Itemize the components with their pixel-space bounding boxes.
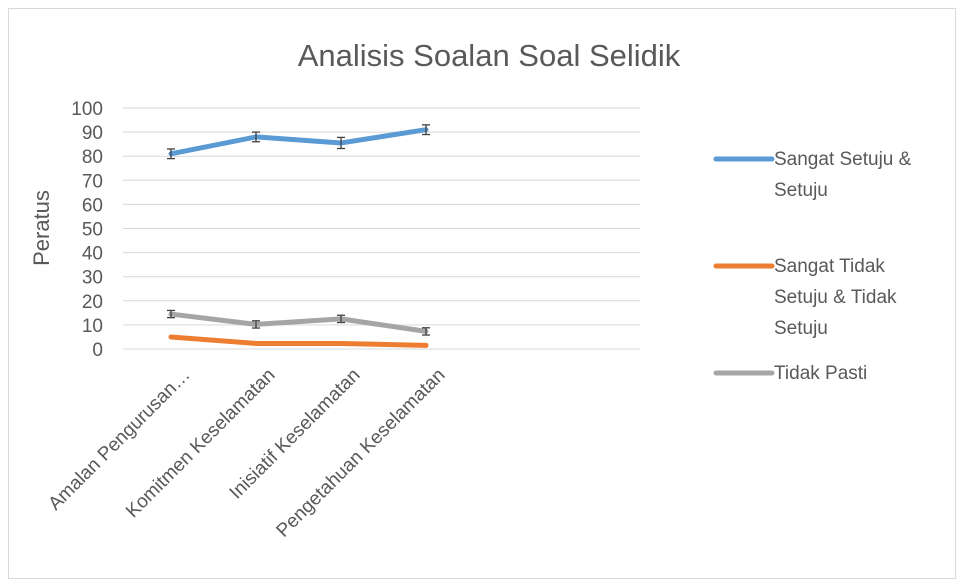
y-tick-label: 10 (82, 316, 103, 337)
legend-label: Setuju (774, 180, 828, 201)
y-tick-label: 40 (82, 244, 103, 265)
series-line (168, 311, 429, 334)
legend-label: Tidak Pasti (774, 363, 867, 384)
legend-label: Sangat Tidak (774, 256, 885, 277)
series-layer (167, 124, 430, 348)
y-tick-label: 90 (82, 123, 103, 144)
error-bar (167, 148, 175, 160)
y-tick-label: 30 (82, 268, 103, 289)
x-axis-ticks: Amalan Pengurusan…Komitmen KeselamatanIn… (45, 365, 450, 542)
y-tick-label: 70 (82, 171, 103, 192)
y-tick-label: 60 (82, 195, 103, 216)
series-2 (168, 334, 429, 348)
error-bar (337, 314, 345, 324)
series-line (168, 334, 429, 348)
chart-frame (8, 8, 956, 579)
error-bar (422, 124, 430, 136)
legend-label: Setuju & Tidak (774, 287, 897, 308)
legend-label: Setuju (774, 318, 828, 339)
legend: Sangat Setuju & Setuju Sangat Tidak Setuju … (713, 149, 912, 384)
y-tick-label: 80 (82, 147, 103, 168)
x-tick-label: Amalan Pengurusan… (45, 365, 195, 515)
gridlines (123, 107, 640, 350)
x-tick-label: Komitmen Keselamatan (122, 365, 279, 522)
series-line (168, 127, 429, 157)
error-bar (252, 131, 260, 143)
error-bar (252, 320, 260, 329)
chart-title: Analisis Soalan Soal Selidik (298, 38, 681, 73)
y-tick-label: 0 (92, 340, 103, 361)
y-axis-title: Peratus (29, 190, 54, 266)
error-bar (167, 309, 175, 319)
y-tick-label: 100 (71, 99, 103, 120)
error-bar (337, 136, 345, 150)
y-tick-label: 50 (82, 220, 103, 241)
series-1 (167, 124, 430, 160)
y-tick-label: 20 (82, 292, 103, 313)
legend-item: Tidak Pasti (713, 363, 867, 384)
y-axis-ticks: 0 10 20 30 40 50 60 70 80 90 100 (71, 99, 103, 361)
series-3 (167, 309, 430, 336)
legend-item: Sangat Tidak Setuju & Tidak Setuju (713, 256, 897, 339)
error-bar (422, 327, 430, 336)
x-tick-label: Pengetahuan Keselamatan (273, 365, 450, 542)
legend-label: Sangat Setuju & (774, 149, 912, 170)
legend-item: Sangat Setuju & Setuju (713, 149, 912, 201)
